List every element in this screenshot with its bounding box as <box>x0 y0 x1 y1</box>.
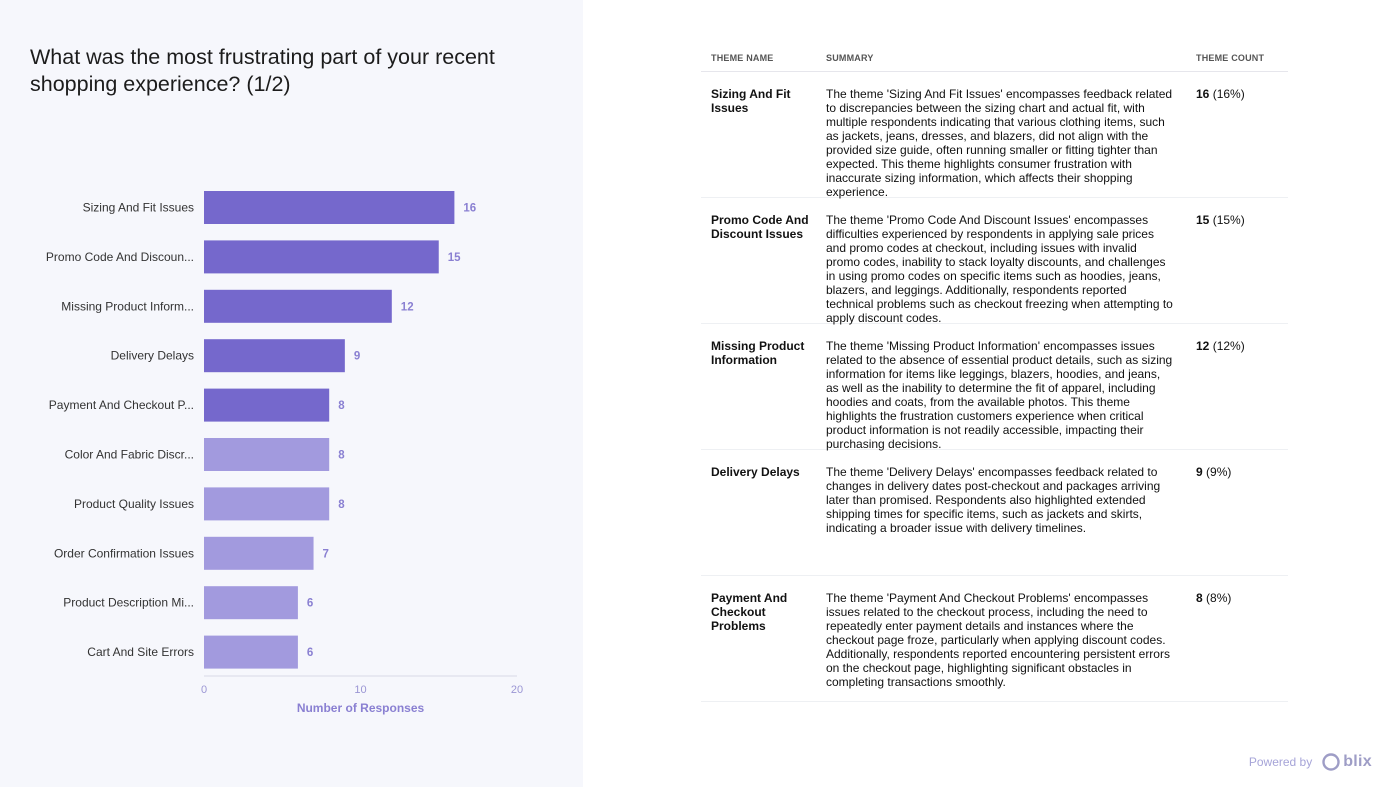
theme-name-cell: Delivery Delays <box>711 465 800 479</box>
theme-count-percent: (15%) <box>1212 213 1245 227</box>
category-label: Payment And Checkout P... <box>49 398 194 412</box>
bar <box>204 240 439 274</box>
bar-value-label: 12 <box>401 301 414 313</box>
bar-value-label: 16 <box>463 203 476 215</box>
category-label: Color And Fabric Discr... <box>65 448 194 462</box>
theme-count-value: 9 <box>1196 465 1203 479</box>
table-row: Promo Code And Discount Issues The theme … <box>701 198 1288 325</box>
bar-chart: Sizing And Fit Issues 16 Promo Code And Di… <box>46 191 523 715</box>
theme-count-cell: 16 (16%) <box>1186 87 1288 197</box>
page-title: What was the most frustrating part of yo… <box>30 45 495 96</box>
blix-ring-icon <box>1322 753 1340 771</box>
bar-value-label: 6 <box>307 598 313 610</box>
theme-count-value: 12 <box>1196 339 1210 353</box>
bar-value-label: 8 <box>338 400 345 412</box>
theme-count-cell: 8 (8%) <box>1186 591 1288 701</box>
theme-count-percent: (8%) <box>1206 591 1232 605</box>
category-label: Delivery Delays <box>111 349 194 363</box>
blix-logo: blix <box>1322 753 1372 771</box>
category-label: Product Quality Issues <box>74 497 194 511</box>
bar <box>204 536 314 570</box>
theme-name-cell: Sizing And Fit Issues <box>711 87 791 115</box>
header-theme-name: THEME NAME <box>711 52 774 63</box>
bar <box>204 339 345 373</box>
bar-value-label: 15 <box>448 252 461 264</box>
blix-brand: blix <box>1343 753 1372 770</box>
bar-value-label: 8 <box>338 499 345 511</box>
table-row: Sizing And Fit Issues The theme 'Sizing A… <box>701 72 1288 199</box>
table-row: Delivery Delays The theme 'Delivery Delay… <box>701 450 1288 576</box>
summary-cell: The theme 'Payment And Checkout Problems… <box>826 591 1170 689</box>
category-label: Product Description Mi... <box>63 596 194 610</box>
theme-count-value: 16 <box>1196 87 1210 101</box>
powered-by: Powered by blix <box>1249 753 1372 771</box>
chart-panel: What was the most frustrating part of yo… <box>0 0 583 787</box>
theme-count-percent: (12%) <box>1212 339 1245 353</box>
header-summary: SUMMARY <box>826 52 874 63</box>
x-tick-label: 10 <box>354 684 366 696</box>
theme-count-cell: 12 (12%) <box>1186 339 1288 449</box>
table-body: Sizing And Fit Issues The theme 'Sizing A… <box>701 72 1288 702</box>
bar <box>204 289 392 323</box>
bar-value-label: 7 <box>323 548 329 560</box>
category-label: Missing Product Inform... <box>61 299 194 313</box>
bar <box>204 635 298 669</box>
table-row: Payment And Checkout Problems The theme '… <box>701 576 1288 702</box>
bar <box>204 191 455 224</box>
bar <box>204 586 298 620</box>
theme-count-percent: (16%) <box>1212 87 1245 101</box>
summary-cell: The theme 'Delivery Delays' encompasses … <box>826 465 1161 535</box>
table-panel: THEME NAME SUMMARY THEME COUNT Sizing An… <box>583 0 1396 787</box>
table-header: THEME NAME SUMMARY THEME COUNT <box>701 44 1288 72</box>
powered-by-label: Powered by <box>1248 755 1313 769</box>
category-label: Order Confirmation Issues <box>54 546 194 560</box>
table-row: Missing Product Information The theme 'Mi… <box>701 324 1288 451</box>
header-theme-count: THEME COUNT <box>1196 52 1265 63</box>
theme-name-cell: Missing Product Information <box>711 339 805 367</box>
bar <box>204 438 330 471</box>
theme-count-cell: 9 (9%) <box>1186 465 1288 575</box>
theme-name-cell: Payment And Checkout Problems <box>711 591 788 633</box>
summary-cell: The theme 'Sizing And Fit Issues' encomp… <box>826 87 1173 199</box>
category-label: Sizing And Fit Issues <box>83 201 194 215</box>
bar-value-label: 9 <box>354 351 360 363</box>
category-label: Cart And Site Errors <box>87 645 194 659</box>
category-label: Promo Code And Discoun... <box>46 250 194 264</box>
theme-count-percent: (9%) <box>1206 465 1232 479</box>
bar <box>204 487 330 521</box>
summary-cell: The theme 'Missing Product Information' … <box>826 339 1173 451</box>
bar-value-label: 8 <box>338 450 345 462</box>
x-tick-label: 20 <box>511 684 523 696</box>
x-axis-title: Number of Responses <box>297 701 425 715</box>
theme-count-cell: 15 (15%) <box>1186 213 1288 323</box>
bar-value-label: 6 <box>307 647 313 659</box>
summary-cell: The theme 'Promo Code And Discount Issue… <box>826 213 1173 325</box>
x-tick-label: 0 <box>201 684 207 696</box>
theme-table: THEME NAME SUMMARY THEME COUNT Sizing An… <box>701 44 1288 702</box>
theme-count-value: 15 <box>1196 213 1210 227</box>
theme-name-cell: Promo Code And Discount Issues <box>711 213 809 241</box>
bar <box>204 388 330 422</box>
theme-count-value: 8 <box>1196 591 1203 605</box>
